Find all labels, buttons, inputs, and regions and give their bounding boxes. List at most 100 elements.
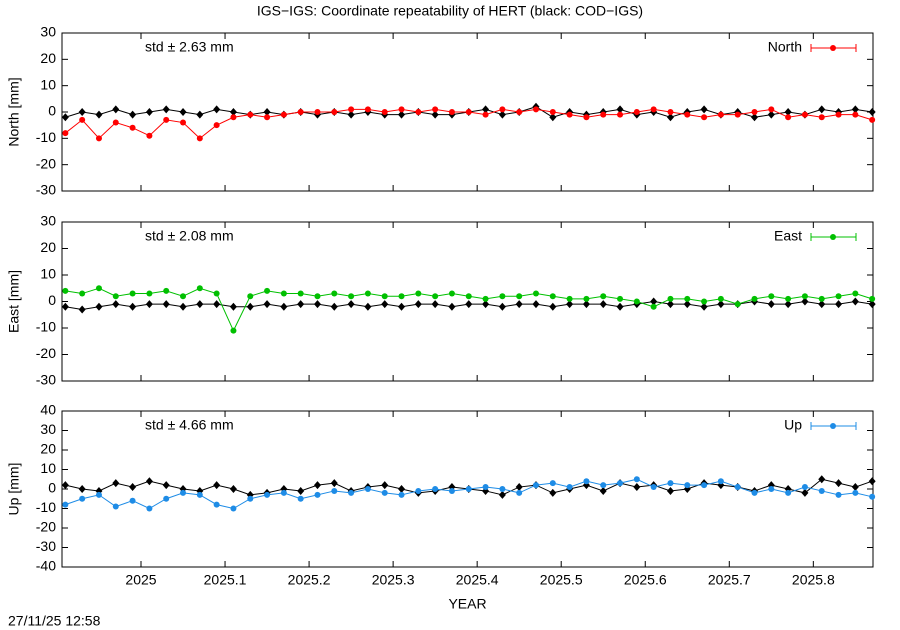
point: [498, 490, 506, 499]
point: [112, 300, 120, 309]
point: [230, 114, 237, 121]
point: [448, 487, 455, 494]
point: [347, 300, 355, 309]
point: [785, 114, 792, 121]
point: [213, 290, 220, 297]
point: [717, 478, 724, 485]
point: [869, 295, 876, 302]
point: [633, 109, 640, 115]
point: [264, 114, 271, 121]
point: [432, 293, 439, 300]
x-tick-label: 2025: [125, 572, 156, 588]
point: [280, 111, 287, 118]
point: [818, 487, 825, 494]
point: [398, 491, 405, 498]
point: [616, 105, 624, 114]
point: [801, 111, 808, 118]
point: [801, 293, 808, 300]
point: [180, 489, 187, 496]
point: [112, 119, 119, 126]
point: [62, 130, 69, 137]
point: [263, 108, 271, 116]
point: [398, 302, 406, 311]
point: [246, 302, 254, 311]
point: [566, 484, 573, 491]
point: [852, 489, 859, 496]
point: [62, 501, 69, 508]
point: [431, 300, 439, 309]
point: [229, 485, 237, 493]
legend-swatch: [830, 234, 836, 240]
point: [112, 503, 119, 510]
point: [751, 109, 758, 115]
point: [331, 290, 338, 297]
y-tick-label: -30: [36, 372, 56, 388]
point: [869, 116, 876, 123]
point: [516, 489, 523, 496]
point: [465, 486, 472, 492]
y-tick-label: -30: [36, 182, 56, 198]
x-tick-label: 2025.8: [792, 572, 835, 588]
point: [734, 301, 741, 308]
point: [129, 302, 137, 311]
point: [616, 302, 624, 311]
point: [61, 481, 69, 490]
point: [129, 497, 136, 504]
point: [600, 482, 607, 489]
point: [381, 489, 388, 496]
point: [549, 488, 557, 497]
point: [566, 300, 574, 309]
point: [330, 479, 338, 488]
point: [768, 486, 775, 492]
point: [213, 300, 221, 309]
point: [650, 106, 657, 113]
point: [499, 486, 506, 492]
point: [230, 505, 237, 512]
point: [146, 132, 153, 139]
y-axis-label: North [mm]: [6, 77, 22, 146]
x-tick-label: 2025.4: [456, 572, 499, 588]
point: [666, 113, 674, 122]
point: [163, 287, 170, 294]
point: [482, 295, 489, 302]
point: [348, 293, 355, 300]
point: [751, 489, 758, 496]
y-tick-label: 30: [40, 24, 56, 40]
y-axis-label: East [mm]: [6, 270, 22, 333]
point: [264, 491, 271, 498]
point: [79, 290, 86, 297]
point: [263, 300, 271, 309]
y-tick-label: 20: [40, 50, 56, 66]
point: [247, 495, 254, 502]
point: [482, 111, 489, 118]
point: [95, 491, 102, 498]
y-tick-label: 40: [40, 402, 56, 418]
point: [280, 290, 287, 297]
point: [566, 295, 573, 302]
point: [180, 293, 187, 300]
point: [162, 481, 170, 490]
point: [499, 293, 506, 300]
chart-title: IGS−IGS: Coordinate repeatability of HER…: [257, 3, 643, 19]
point: [162, 105, 170, 114]
y-tick-label: -10: [36, 319, 56, 335]
point: [313, 481, 321, 490]
point: [851, 105, 859, 114]
point: [297, 495, 304, 502]
point: [145, 108, 153, 116]
point: [196, 110, 204, 119]
point: [95, 135, 102, 142]
point: [381, 293, 388, 300]
point: [767, 110, 775, 119]
point: [700, 105, 708, 114]
point: [650, 297, 658, 306]
point: [465, 293, 472, 300]
point: [835, 300, 843, 309]
y-tick-label: 0: [48, 103, 56, 119]
series-line: [65, 478, 873, 510]
point: [818, 105, 826, 114]
point: [818, 300, 826, 309]
point: [163, 116, 170, 123]
point: [247, 293, 254, 300]
